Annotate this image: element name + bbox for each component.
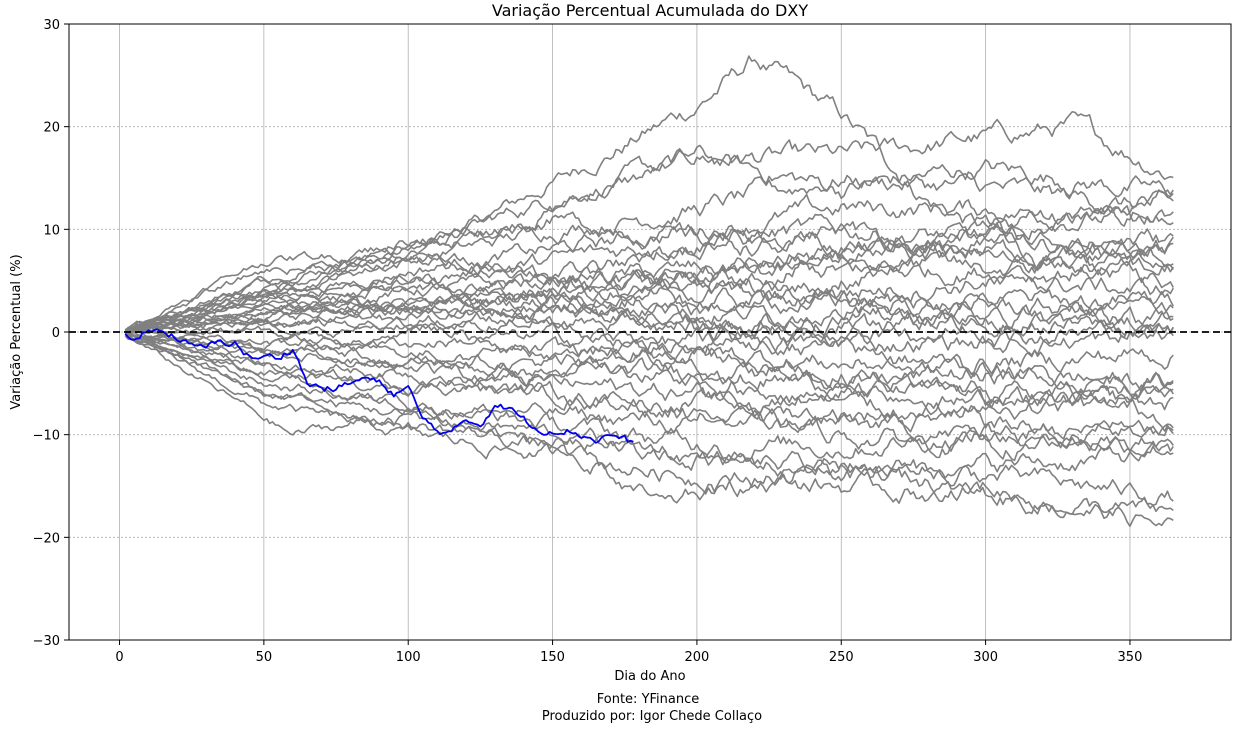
series-line-year-23 [124,335,1174,528]
y-axis-ticks: −30 −20 −10 0 10 20 30 [33,18,69,649]
series-line-year-21 [124,333,1174,509]
y-tick-label--30: −30 [33,634,60,649]
y-tick-label-30: 30 [43,18,60,33]
series-line-year-8 [125,252,1174,331]
series-line-year-7 [125,236,1174,332]
series-line-year-2 [125,110,1174,333]
historical-series-lines [124,55,1174,528]
series-line-year-27 [125,292,1174,440]
footer-source: Fonte: YFinance [597,692,700,707]
series-line-year-3 [125,144,1174,332]
y-tick-label-20: 20 [43,121,60,136]
series-line-year-25 [124,252,1174,332]
series-line-year-4 [124,172,1174,332]
series-line-year-10 [124,280,1174,334]
series-line-year-34 [125,325,1174,462]
series-line-year-18 [124,332,1174,450]
y-axis-label: Variação Percentual (%) [9,254,24,409]
x-axis-ticks: 0 50 100 150 200 250 300 350 [115,640,1142,665]
series-line-year-20 [124,334,1174,487]
x-tick-label-200: 200 [684,650,709,665]
series-line-year-17 [125,330,1174,424]
x-tick-label-50: 50 [256,650,273,665]
y-tick-label-10: 10 [43,223,60,238]
series-line-year-19 [124,332,1174,464]
series-line-year-12 [125,307,1174,354]
y-tick-label--10: −10 [33,429,60,444]
series-line-year-6 [125,213,1174,332]
series-line-year-28 [124,205,1174,357]
x-tick-label-0: 0 [115,650,123,665]
series-line-year-26 [124,247,1174,399]
current-series-group [124,328,634,444]
series-line-year-24 [124,211,1174,331]
x-tick-label-150: 150 [540,650,565,665]
series-line-year-22 [125,333,1174,519]
series-line-ano-atual [124,328,634,444]
series-line-year-31 [124,288,1174,435]
series-line-year-11 [125,298,1174,337]
x-tick-label-100: 100 [396,650,421,665]
y-tick-label-0: 0 [52,326,60,341]
series-line-year-35 [125,221,1174,333]
series-line-year-33 [125,330,1174,407]
x-tick-label-300: 300 [973,650,998,665]
series-line-year-32 [125,189,1174,331]
x-axis-label: Dia do Ano [614,669,685,684]
y-tick-label--20: −20 [33,531,60,546]
series-line-year-13 [125,322,1174,358]
footer-author: Produzido por: Igor Chede Collaço [542,709,762,724]
chart-title: Variação Percentual Acumulada do DXY [492,1,808,20]
series-line-year-9 [124,264,1174,333]
x-tick-label-250: 250 [829,650,854,665]
x-tick-label-350: 350 [1118,650,1143,665]
series-line-year-29 [124,238,1174,351]
